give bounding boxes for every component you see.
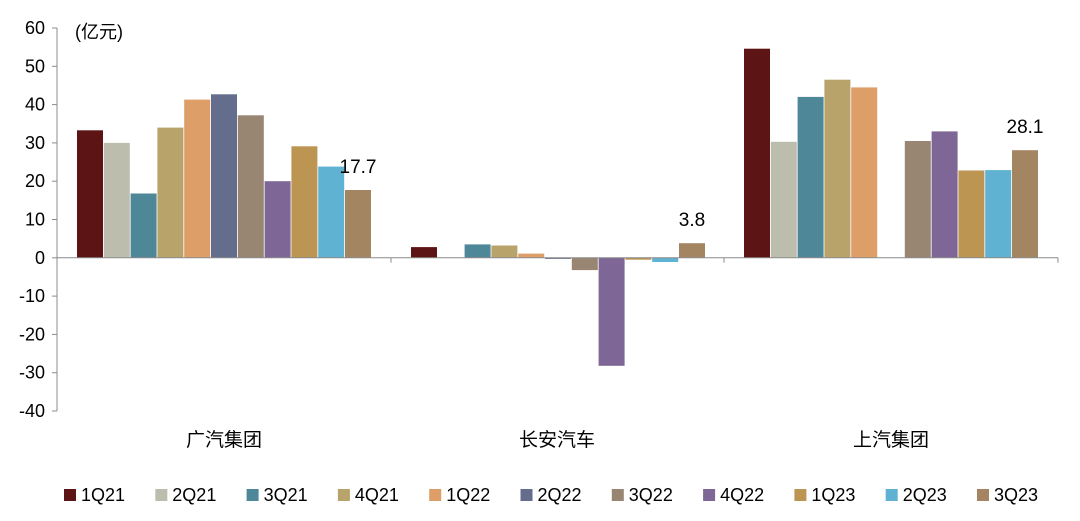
- bar-1q22-2: [518, 253, 545, 258]
- data-label: 17.7: [340, 157, 377, 178]
- legend-label: 3Q22: [629, 485, 673, 505]
- bar-1q23-2: [625, 257, 652, 260]
- legend-swatch: [611, 489, 624, 501]
- y-tick-label: -20: [19, 324, 45, 344]
- legend-item-1q22: 1Q22: [429, 485, 490, 505]
- category-labels: 广汽集团 长安汽车 上汽集团: [186, 429, 929, 451]
- bar-group-3: [744, 48, 1038, 258]
- legend-item-4q21: 4Q21: [337, 485, 399, 505]
- x-axis-zero-line: [57, 257, 1059, 263]
- legend-item-4q22: 4Q22: [703, 485, 764, 505]
- data-label: 3.8: [679, 210, 705, 231]
- bar-4q22-2: [598, 257, 625, 366]
- bar-3q21-2: [464, 244, 491, 258]
- y-tick-label: 0: [35, 248, 45, 268]
- legend-item-2q21: 2Q21: [155, 485, 216, 505]
- legend-label: 4Q21: [355, 485, 399, 505]
- legend-label: 2Q21: [172, 485, 216, 505]
- bar-2q21-1: [103, 142, 130, 258]
- data-label: 28.1: [1007, 117, 1044, 138]
- bar-4q21-3: [824, 79, 851, 258]
- legend-swatch: [64, 489, 76, 501]
- legend-item-3q21: 3Q21: [246, 485, 308, 505]
- y-tick-label: -30: [19, 363, 45, 383]
- legend-swatch: [429, 489, 442, 501]
- bar-3q21-1: [130, 193, 157, 258]
- category-label: 上汽集团: [853, 429, 929, 451]
- bar-1q23-1: [291, 146, 318, 258]
- legend-swatch: [246, 489, 259, 501]
- legend-item-1q21: 1Q21: [64, 485, 125, 505]
- legend-item-1q23: 1Q23: [794, 485, 855, 505]
- y-tick-label: 30: [25, 133, 45, 153]
- bar-1q21-3: [744, 48, 770, 258]
- bar-1q21-1: [77, 130, 103, 258]
- legend-swatch: [520, 489, 533, 501]
- legend-item-2q23: 2Q23: [885, 485, 947, 505]
- bar-3q22-3: [904, 141, 931, 258]
- bar-3q23-3: [1012, 150, 1038, 258]
- legend-item-3q22: 3Q22: [611, 485, 673, 505]
- bar-2q23-3: [985, 170, 1012, 258]
- legend-label: 4Q22: [720, 485, 764, 505]
- unit-label: (亿元): [75, 22, 123, 42]
- legend-label: 3Q21: [264, 485, 308, 505]
- bar-2q23-1: [318, 166, 345, 258]
- bar-2q23-2: [652, 257, 679, 262]
- legend-item-3q23: 3Q23: [977, 485, 1038, 505]
- legend-label: 1Q23: [811, 485, 855, 505]
- bar-1q22-1: [184, 99, 211, 258]
- legend-label: 2Q23: [903, 485, 947, 505]
- legend-label: 2Q22: [538, 485, 582, 505]
- legend-swatch: [155, 489, 168, 501]
- y-axis: 60 50 40 30 20 10 0 -10 -20 -30 -40: [19, 18, 58, 421]
- bar-3q21-3: [797, 96, 824, 258]
- legend-label: 1Q22: [446, 485, 490, 505]
- bars: [77, 48, 1038, 366]
- legend-label: 1Q21: [81, 485, 125, 505]
- y-tick-label: 50: [25, 56, 45, 76]
- bar-3q23-1: [345, 190, 371, 258]
- y-tick-label: 20: [25, 171, 45, 191]
- legend-swatch: [703, 489, 716, 501]
- y-tick-label: -10: [19, 286, 45, 306]
- legend-swatch: [885, 489, 898, 501]
- bar-2q21-3: [770, 141, 797, 258]
- bar-1q23-3: [958, 170, 985, 258]
- y-tick-label: 10: [25, 210, 45, 230]
- legend-swatch: [794, 489, 807, 501]
- category-label: 广汽集团: [186, 429, 262, 451]
- y-tick-label: 60: [25, 18, 45, 38]
- legend: 1Q21 2Q21 3Q21 4Q21 1Q22 2Q22 3Q22 4Q22 1Q23 2Q23…: [64, 485, 1038, 505]
- bar-4q21-2: [491, 245, 518, 258]
- legend-label: 3Q23: [994, 485, 1038, 505]
- bar-1q22-3: [851, 87, 878, 258]
- bar-3q22-1: [237, 115, 264, 258]
- legend-item-2q22: 2Q22: [520, 485, 582, 505]
- bar-4q22-3: [931, 131, 958, 258]
- bar-4q22-1: [264, 181, 291, 258]
- bar-group-2: [411, 243, 705, 366]
- legend-swatch: [977, 489, 989, 501]
- bar-2q22-2: [545, 257, 571, 259]
- bar-3q23-2: [679, 243, 705, 258]
- legend-swatch: [337, 489, 350, 501]
- bar-1q21-2: [411, 247, 437, 258]
- data-labels: 17.7 3.8 28.1: [340, 117, 1044, 231]
- category-label: 长安汽车: [519, 429, 595, 451]
- bar-4q21-1: [157, 127, 184, 258]
- bar-2q22-1: [211, 94, 237, 258]
- y-tick-label: 40: [25, 95, 45, 115]
- bar-3q22-2: [571, 257, 598, 271]
- y-tick-label: -40: [19, 401, 45, 421]
- bar-group-1: [77, 94, 371, 258]
